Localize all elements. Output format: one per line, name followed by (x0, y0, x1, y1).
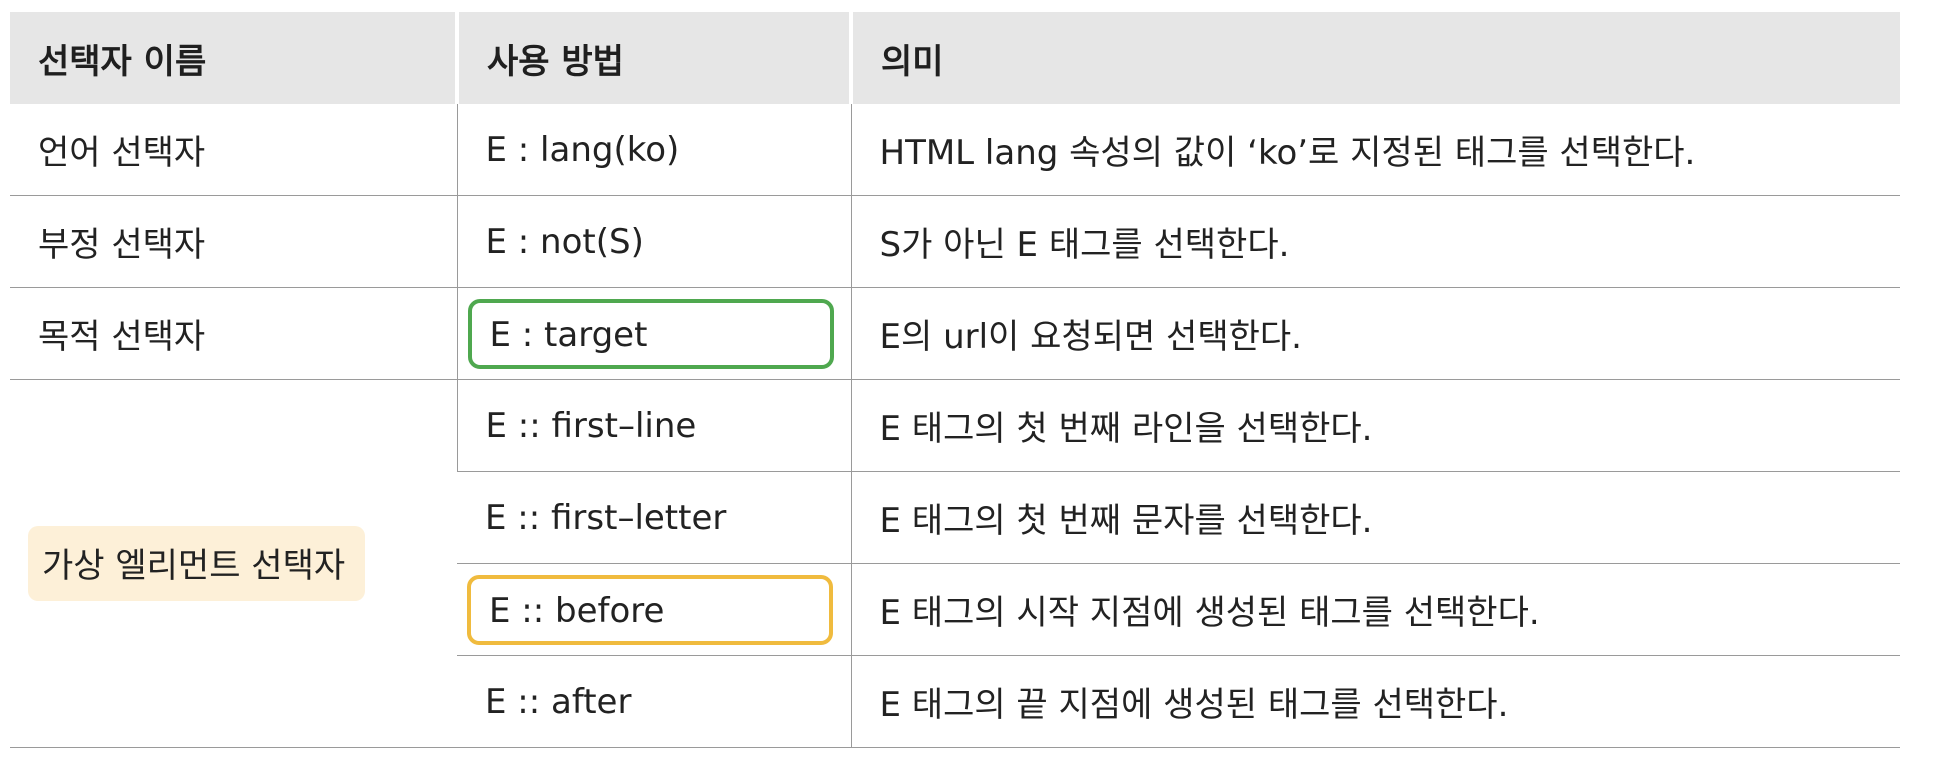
meaning-cell: E의 url이 요청되면 선택한다. (850, 287, 1900, 380)
header-meaning: 의미 (849, 12, 1900, 104)
usage-cell: E :: first–line (456, 379, 851, 472)
header-row: 선택자 이름 사용 방법 의미 (10, 12, 1900, 104)
usage-cell: E :: before (457, 563, 851, 656)
header-usage: 사용 방법 (455, 12, 851, 104)
selector-name-cell: 부정 선택자 (10, 195, 457, 288)
table-row: 언어 선택자 E : lang(ko) HTML lang 속성의 값이 ‘ko… (10, 104, 1900, 196)
table-row: 목적 선택자 E : target E의 url이 요청되면 선택한다. (10, 287, 1900, 380)
table-row: 부정 선택자 E : not(S) S가 아닌 E 태그를 선택한다. (10, 195, 1900, 288)
table-row: E :: before E 태그의 시작 지점에 생성된 태그를 선택한다. (10, 563, 1900, 656)
target-highlight-box: E : target (467, 298, 834, 369)
selector-table: 선택자 이름 사용 방법 의미 언어 선택자 E : lang(ko) HTML… (10, 12, 1900, 748)
table-row: E :: first–letter E 태그의 첫 번째 문자를 선택한다. (10, 471, 1900, 564)
selector-name-cell: 목적 선택자 (10, 287, 457, 380)
header-selector-name: 선택자 이름 (10, 12, 457, 104)
usage-cell: E : lang(ko) (456, 104, 851, 196)
selector-name-cell: 가상 엘리먼트 선택자 (10, 379, 457, 748)
meaning-cell: S가 아닌 E 태그를 선택한다. (850, 195, 1900, 288)
before-highlight-box: E :: before (467, 574, 833, 645)
meaning-cell: E 태그의 첫 번째 라인을 선택한다. (850, 379, 1900, 472)
meaning-cell: E 태그의 첫 번째 문자를 선택한다. (850, 471, 1900, 564)
pseudo-element-highlight: 가상 엘리먼트 선택자 (28, 526, 366, 601)
table-row: E :: after E 태그의 끝 지점에 생성된 태그를 선택한다. (10, 655, 1900, 748)
usage-cell: E :: first–letter (457, 471, 851, 564)
usage-cell: E : not(S) (456, 195, 851, 288)
usage-cell: E : target (456, 287, 851, 380)
meaning-cell: E 태그의 끝 지점에 생성된 태그를 선택한다. (850, 655, 1900, 748)
meaning-cell: E 태그의 시작 지점에 생성된 태그를 선택한다. (850, 563, 1900, 656)
selector-name-cell: 언어 선택자 (10, 104, 457, 196)
meaning-cell: HTML lang 속성의 값이 ‘ko’로 지정된 태그를 선택한다. (850, 104, 1900, 196)
table-row: 가상 엘리먼트 선택자 E :: first–line E 태그의 첫 번째 라… (10, 379, 1900, 748)
usage-cell: E :: after (457, 655, 851, 748)
